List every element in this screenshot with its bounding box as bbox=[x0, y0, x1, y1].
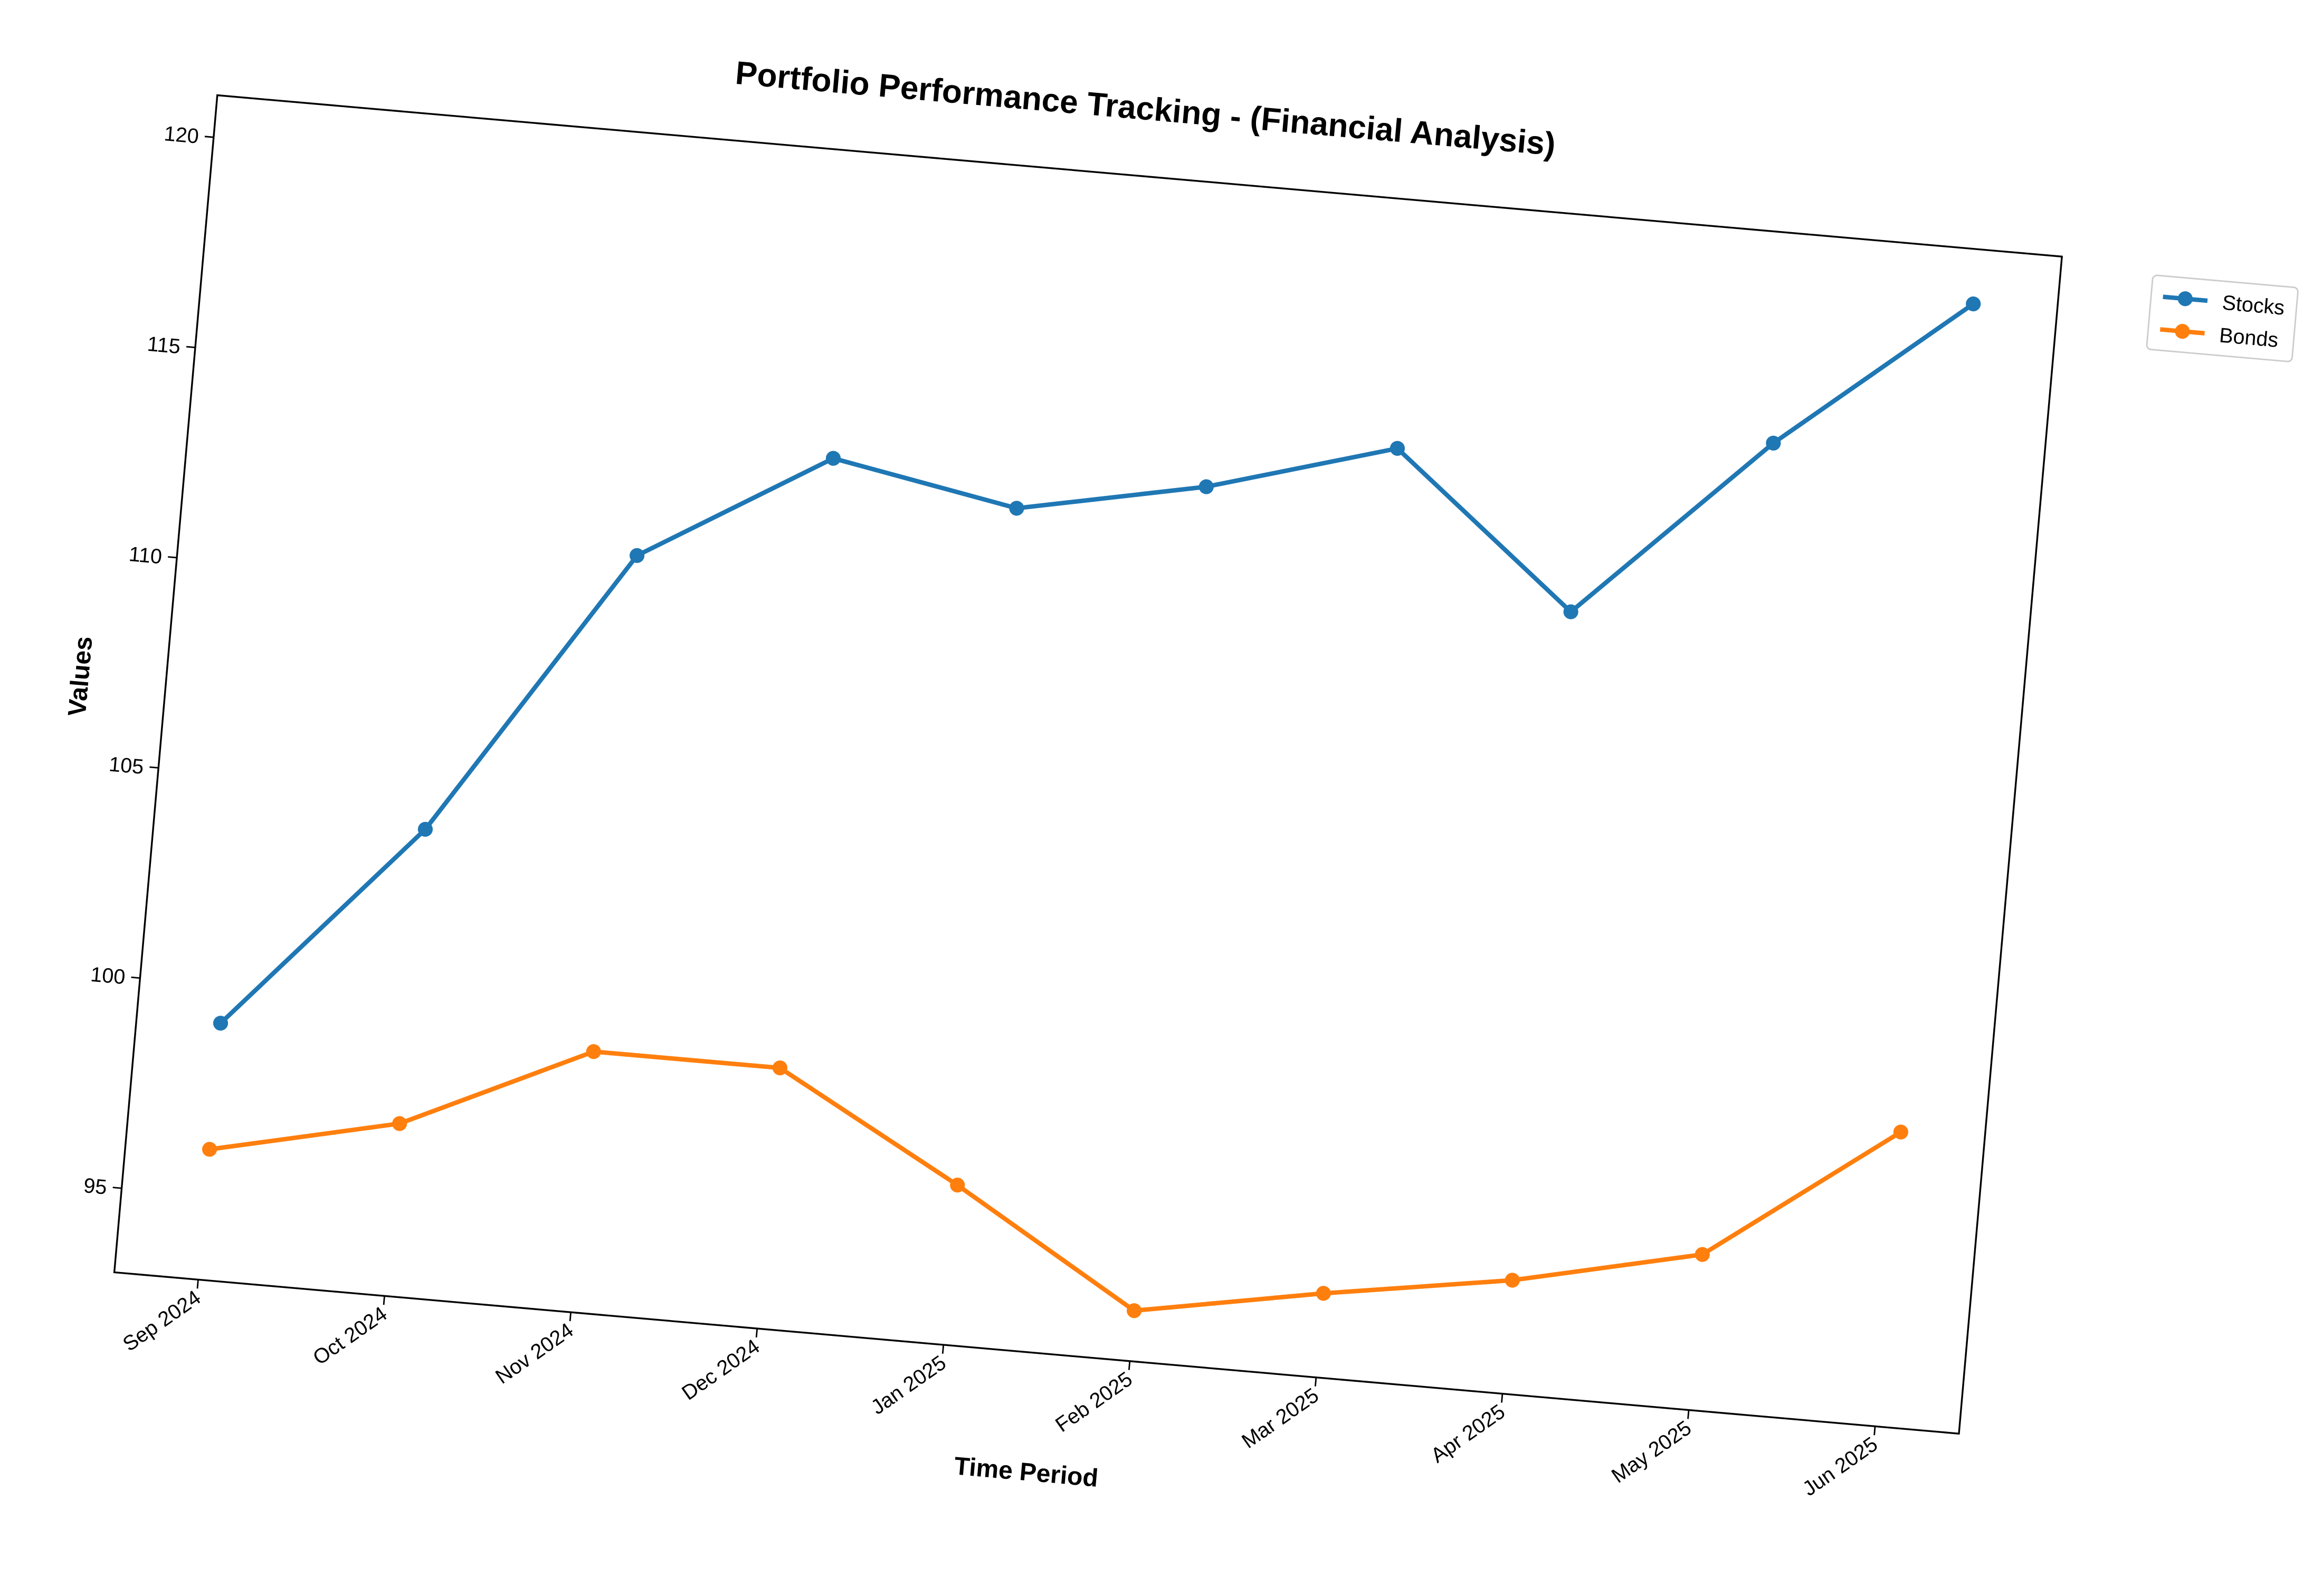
axes-frame bbox=[113, 94, 2063, 1435]
legend-marker bbox=[2175, 323, 2190, 339]
data-point bbox=[1695, 1247, 1710, 1262]
data-point bbox=[825, 451, 841, 466]
y-axis-label: Values bbox=[63, 635, 98, 718]
x-tick bbox=[1873, 1426, 1876, 1436]
data-point bbox=[1893, 1124, 1908, 1140]
x-tick bbox=[1687, 1410, 1690, 1419]
data-point bbox=[1766, 435, 1781, 451]
data-point bbox=[629, 548, 645, 563]
data-point bbox=[772, 1060, 788, 1076]
legend-label: Stocks bbox=[2221, 291, 2286, 320]
y-tick-label: 120 bbox=[163, 122, 199, 148]
data-point bbox=[213, 1016, 229, 1031]
data-point bbox=[1009, 501, 1024, 516]
x-tick bbox=[196, 1279, 199, 1289]
y-tick-label: 115 bbox=[146, 332, 182, 358]
data-point bbox=[1390, 441, 1405, 456]
x-tick bbox=[1315, 1377, 1317, 1387]
data-point bbox=[1198, 479, 1214, 494]
data-point bbox=[417, 821, 433, 837]
y-tick-label: 110 bbox=[128, 542, 163, 568]
data-point bbox=[950, 1178, 965, 1193]
series-line bbox=[219, 302, 1975, 1025]
y-tick-label: 105 bbox=[108, 752, 145, 779]
data-point bbox=[392, 1116, 407, 1131]
y-tick bbox=[149, 766, 159, 769]
y-tick-label: 95 bbox=[83, 1174, 108, 1199]
legend-marker bbox=[2177, 291, 2193, 307]
x-tick bbox=[1501, 1393, 1503, 1403]
x-tick bbox=[755, 1328, 758, 1338]
data-point bbox=[1127, 1303, 1142, 1318]
data-point bbox=[202, 1142, 217, 1157]
data-point bbox=[1316, 1286, 1331, 1301]
data-point bbox=[586, 1044, 601, 1059]
data-point bbox=[1505, 1273, 1520, 1288]
data-point bbox=[1966, 296, 1981, 312]
data-point bbox=[1563, 604, 1578, 619]
y-tick bbox=[131, 976, 140, 979]
legend: Stocks Bonds bbox=[2146, 274, 2299, 362]
series-line bbox=[209, 1049, 1902, 1313]
y-tick-label: 100 bbox=[90, 963, 126, 989]
legend-label: Bonds bbox=[2219, 323, 2279, 352]
